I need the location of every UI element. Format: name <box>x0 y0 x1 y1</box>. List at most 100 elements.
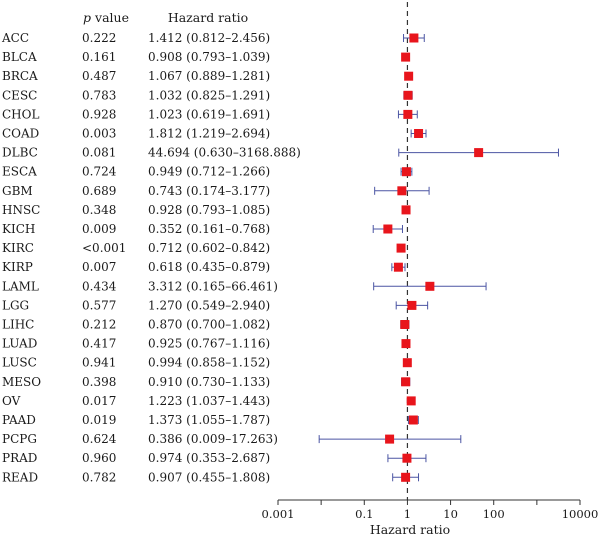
x-tick-label: 100 <box>483 507 505 521</box>
row-cancer-label: COAD <box>2 127 39 141</box>
hazard-ratio-marker <box>401 339 411 349</box>
row-p-value: 0.009 <box>82 222 116 236</box>
row-cancer-label: CESC <box>2 88 37 102</box>
row-p-value: 0.624 <box>82 432 117 446</box>
row-hazard-ratio-text: 44.694 (0.630–3168.888) <box>148 146 301 160</box>
row-cancer-label: OV <box>2 394 21 408</box>
x-tick-label: 0.1 <box>355 507 373 521</box>
table-rows: ACC 0.222 1.412 (0.812–2.456) BLCA 0.161 0.90… <box>1 31 301 484</box>
row-hazard-ratio-text: 3.312 (0.165–66.461) <box>148 279 278 293</box>
hazard-ratio-marker <box>414 129 424 138</box>
hazard-ratio-marker <box>401 167 411 177</box>
row-hazard-ratio-text: 0.928 (0.793–1.085) <box>148 203 270 217</box>
row-cancer-label: LGG <box>2 298 29 312</box>
hazard-ratio-marker <box>402 453 412 463</box>
row-p-value: 0.161 <box>82 50 116 64</box>
row-cancer-label: READ <box>2 470 38 484</box>
row-p-value: 0.212 <box>82 318 116 332</box>
row-hazard-ratio-text: 1.373 (1.055–1.787) <box>148 413 270 427</box>
row-p-value: 0.007 <box>82 260 116 274</box>
hazard-ratio-marker <box>400 320 410 329</box>
hazard-ratio-marker <box>397 186 407 196</box>
row-cancer-label: ACC <box>1 31 29 45</box>
row-hazard-ratio-text: 1.032 (0.825–1.291) <box>148 88 270 102</box>
row-cancer-label: GBM <box>2 184 33 198</box>
row-cancer-label: LUAD <box>2 337 37 351</box>
hazard-ratio-marker <box>401 472 411 482</box>
row-p-value: 0.960 <box>82 451 116 465</box>
row-p-value: 0.782 <box>82 470 116 484</box>
hazard-ratio-marker <box>407 300 417 310</box>
row-cancer-label: LUSC <box>2 356 37 370</box>
row-hazard-ratio-text: 1.067 (0.889–1.281) <box>148 69 270 83</box>
hazard-ratio-marker <box>401 52 411 62</box>
row-hazard-ratio-text: 0.352 (0.161–0.768) <box>148 222 270 236</box>
row-hazard-ratio-text: 0.386 (0.009–17.263) <box>148 432 278 446</box>
x-axis-title: Hazard ratio <box>370 522 450 537</box>
row-hazard-ratio-text: 1.812 (1.219–2.694) <box>148 127 270 141</box>
hazard-ratio-marker <box>474 148 484 158</box>
row-cancer-label: BLCA <box>2 50 37 64</box>
row-hazard-ratio-text: 0.712 (0.602–0.842) <box>148 241 270 255</box>
row-p-value: 0.928 <box>82 107 116 121</box>
row-cancer-label: LAML <box>2 279 39 293</box>
row-hazard-ratio-text: 0.908 (0.793–1.039) <box>148 50 270 64</box>
row-cancer-label: PCPG <box>2 432 37 446</box>
hazard-ratio-marker <box>403 90 413 100</box>
row-p-value: 0.941 <box>82 356 116 370</box>
hazard-ratio-marker <box>396 243 406 253</box>
x-tick-label: 0.001 <box>262 507 295 521</box>
row-cancer-label: CHOL <box>2 107 39 121</box>
x-tick-label: 1 <box>404 507 411 521</box>
row-p-value: 0.689 <box>82 184 116 198</box>
row-cancer-label: ESCA <box>2 165 37 179</box>
hazard-ratio-marker <box>385 434 395 444</box>
row-hazard-ratio-text: 0.994 (0.858–1.152) <box>148 356 270 370</box>
row-hazard-ratio-text: 0.910 (0.730–1.133) <box>148 375 270 389</box>
row-cancer-label: PRAD <box>2 451 37 465</box>
row-p-value: 0.398 <box>82 375 116 389</box>
x-tick-label: 10 <box>443 507 458 521</box>
row-hazard-ratio-text: 0.618 (0.435–0.879) <box>148 260 270 274</box>
row-p-value: 0.081 <box>82 146 116 160</box>
hazard-ratio-marker <box>402 358 412 368</box>
hazard-ratio-marker <box>425 281 435 291</box>
row-cancer-label: HNSC <box>2 203 40 217</box>
row-hazard-ratio-text: 1.270 (0.549–2.940) <box>148 298 270 312</box>
hazard-ratio-marker <box>406 396 416 406</box>
row-cancer-label: KIRP <box>2 260 33 274</box>
row-p-value: 0.487 <box>82 69 116 83</box>
hazard-ratio-marker <box>409 33 419 43</box>
hazard-ratio-marker <box>408 415 418 425</box>
row-hazard-ratio-text: 0.949 (0.712–1.266) <box>148 165 270 179</box>
x-tick-label: 10000 <box>562 507 599 521</box>
row-cancer-label: LIHC <box>2 318 34 332</box>
row-hazard-ratio-text: 1.223 (1.037–1.443) <box>148 394 270 408</box>
row-p-value: 0.417 <box>82 337 116 351</box>
header-p-value: p value <box>83 10 129 25</box>
row-p-value: 0.348 <box>82 203 116 217</box>
x-axis: 0.001 0.1 1 10 100 10000 <box>262 499 599 521</box>
row-p-value: 0.222 <box>82 31 116 45</box>
header-hazard-ratio: Hazard ratio <box>168 10 248 25</box>
row-cancer-label: PAAD <box>2 413 36 427</box>
hazard-ratio-marker <box>404 71 414 81</box>
row-hazard-ratio-text: 0.925 (0.767–1.116) <box>148 337 270 351</box>
hazard-ratio-marker <box>401 205 411 215</box>
row-hazard-ratio-text: 1.023 (0.619–1.691) <box>148 107 270 121</box>
row-p-value: 0.783 <box>82 88 116 102</box>
row-hazard-ratio-text: 0.907 (0.455–1.808) <box>148 470 270 484</box>
row-cancer-label: KIRC <box>2 241 34 255</box>
row-hazard-ratio-text: 0.870 (0.700–1.082) <box>148 318 270 332</box>
hazard-ratio-marker <box>403 109 413 119</box>
row-hazard-ratio-text: 0.974 (0.353–2.687) <box>148 451 270 465</box>
row-hazard-ratio-text: 1.412 (0.812–2.456) <box>148 31 270 45</box>
row-cancer-label: BRCA <box>2 69 38 83</box>
row-p-value: 0.003 <box>82 127 116 141</box>
row-p-value: 0.017 <box>82 394 116 408</box>
row-p-value: 0.577 <box>82 298 116 312</box>
hazard-ratio-marker <box>393 262 403 272</box>
hazard-ratio-marker <box>401 377 411 387</box>
hazard-ratio-marker <box>383 224 393 234</box>
